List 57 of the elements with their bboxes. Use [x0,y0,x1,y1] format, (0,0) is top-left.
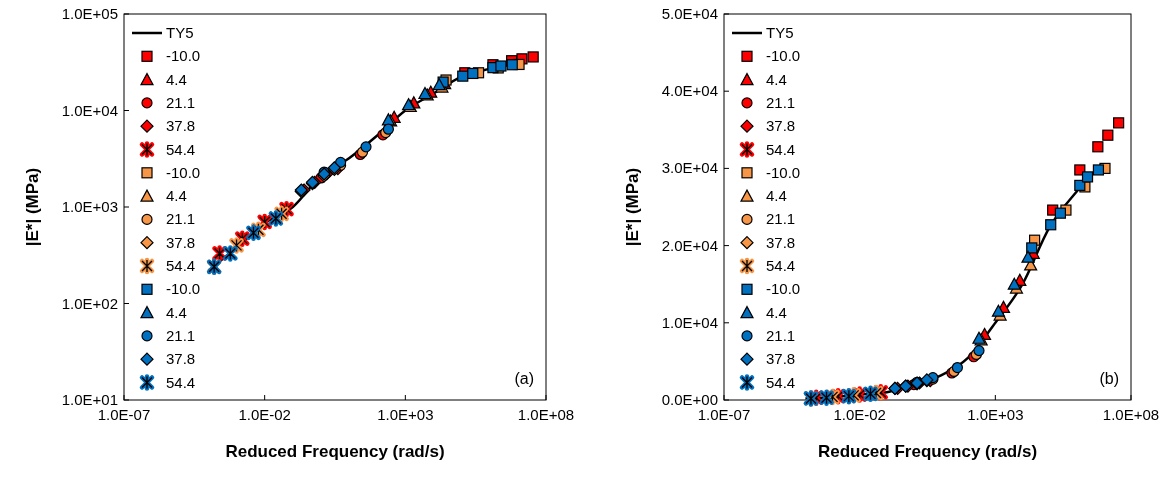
x-tick-label: 1.0E-07 [97,406,151,423]
x-axis-title: Reduced Frequency (rad/s) [225,442,445,461]
legend-label: 4.4 [766,187,787,205]
x-tick-label: 1.0E-02 [238,406,291,423]
legend-label: 37.8 [166,350,196,368]
legend-label: 37.8 [166,233,196,251]
y-tick-label: 5.0E+04 [661,5,718,22]
legend-label: -10.0 [766,163,801,181]
legend-label: 54.4 [166,257,196,274]
y-tick-label: 4.0E+04 [661,82,718,100]
y-tick-label: 1.0E+05 [61,5,118,22]
legend-label: 21.1 [166,326,196,344]
y-tick-label: 0.0E+00 [661,391,718,408]
y-tick-label: 3.0E+04 [661,159,718,177]
legend-label: TY5 [166,24,194,41]
legend-label: 4.4 [166,303,187,321]
legend-label: 54.4 [766,140,796,158]
legend-label: -10.0 [166,47,201,65]
legend-label: 21.1 [766,326,796,344]
y-axis-title: |E*| (MPa) [623,167,642,247]
y-tick-label: 1.0E+02 [61,294,118,312]
legend-label: 4.4 [766,303,787,321]
x-tick-label: 1.0E+03 [377,406,434,423]
y-tick-label: 1.0E+04 [61,101,118,119]
legend-label: -10.0 [766,280,801,298]
legend-label: 37.8 [766,350,796,368]
y-tick-label: 1.0E+03 [61,198,118,215]
y-tick-label: 2.0E+04 [661,236,718,254]
annotation: (b) [1099,370,1119,387]
legend-label: 37.8 [766,233,796,251]
legend-label: 21.1 [766,210,796,228]
x-tick-label: 1.0E-02 [833,406,886,423]
legend-label: -10.0 [166,163,201,181]
legend-label: 4.4 [766,70,787,88]
legend-label: -10.0 [166,280,201,298]
y-axis-title: |E*| (MPa) [23,167,42,247]
x-tick-label: 1.0E+08 [1102,406,1160,423]
annotation: (a) [514,370,534,387]
legend-label: 21.1 [166,210,196,228]
legend-label: 37.8 [166,117,196,135]
x-tick-label: 1.0E+08 [517,406,575,423]
legend-label: 21.1 [766,93,796,111]
y-tick-label: 1.0E+01 [61,391,118,408]
legend-label: 54.4 [766,257,796,274]
legend-label: 54.4 [766,373,796,391]
x-tick-label: 1.0E-07 [697,406,751,423]
legend-label: 4.4 [166,187,187,205]
y-tick-label: 1.0E+04 [661,313,718,331]
legend-label: TY5 [766,24,794,41]
legend-label: 21.1 [166,93,196,111]
legend-label: 54.4 [166,373,196,391]
legend-label: -10.0 [766,47,801,65]
legend-label: 4.4 [166,70,187,88]
legend-label: 54.4 [166,140,196,158]
legend-label: 37.8 [766,117,796,135]
x-tick-label: 1.0E+03 [967,406,1024,423]
x-axis-title: Reduced Frequency (rad/s) [817,442,1038,461]
